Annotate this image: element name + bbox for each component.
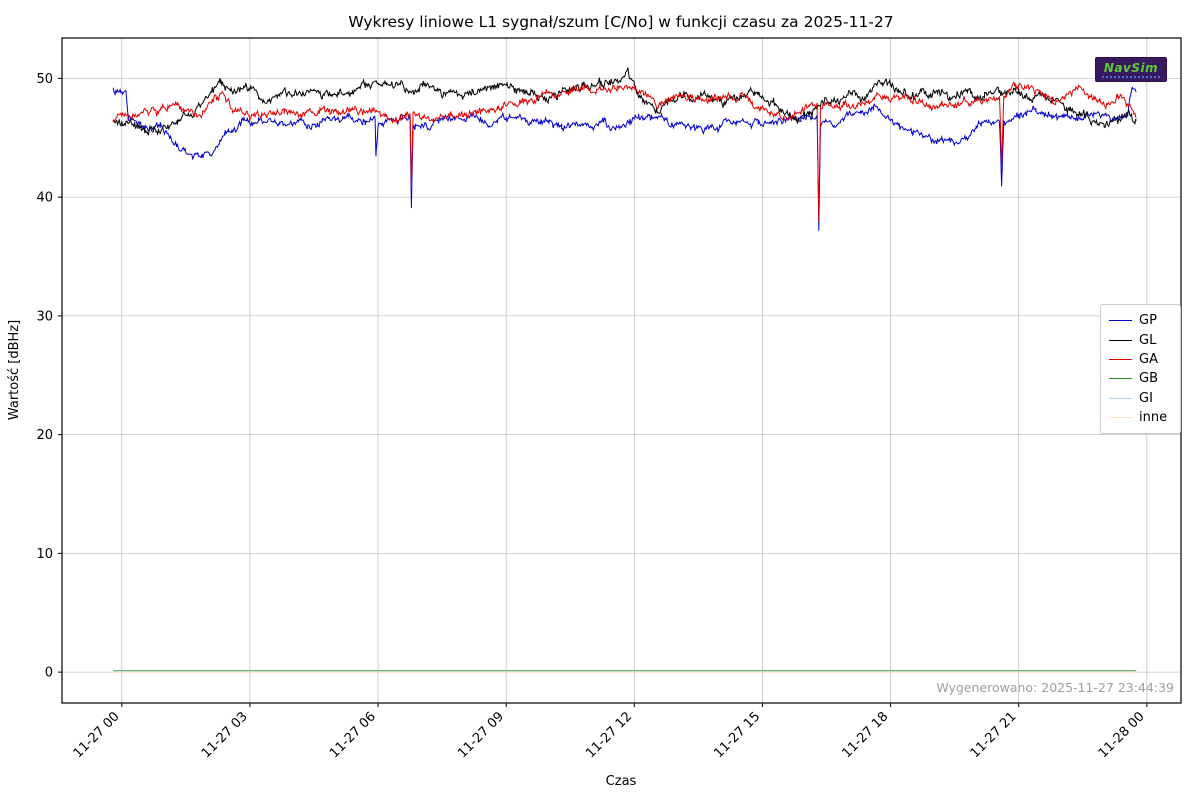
legend-line-sample (1109, 378, 1132, 380)
legend-line-sample (1109, 320, 1132, 322)
legend-entry-inne: inne (1109, 408, 1180, 427)
x-tick-label: 11-27 09 (455, 709, 507, 761)
y-axis-label: Wartość [dBHz] (7, 320, 22, 420)
x-tick-label: 11-27 15 (711, 709, 763, 761)
x-axis-label: Czas (606, 774, 637, 789)
generated-timestamp: Wygenerowano: 2025-11-27 23:44:39 (936, 680, 1174, 695)
chart-title: Wykresy liniowe L1 sygnał/szum [C/No] w … (348, 13, 893, 31)
y-tick-label: 10 (36, 547, 53, 562)
y-tick-label: 30 (36, 309, 53, 324)
legend-entry-GL: GL (1109, 330, 1180, 349)
series-layer (112, 67, 1137, 673)
logo-text: NavSim (1103, 60, 1159, 75)
plot-border (61, 37, 1182, 704)
x-tick-label: 11-27 00 (71, 709, 123, 761)
logo-tagline-strip (1102, 75, 1160, 78)
legend-label: GA (1139, 351, 1158, 367)
series-line-GP (112, 86, 1137, 231)
y-tick-label: 0 (45, 666, 53, 681)
legend-line-sample (1109, 397, 1132, 399)
x-tick-label: 11-27 18 (839, 709, 891, 761)
navsim-logo: NavSim (1095, 57, 1167, 82)
legend-label: GI (1139, 390, 1153, 406)
legend-line-sample (1109, 417, 1132, 419)
y-tick-label: 40 (36, 191, 53, 206)
legend-label: inne (1139, 410, 1168, 426)
series-line-GA (112, 81, 1137, 222)
legend-label: GP (1139, 313, 1157, 329)
legend-entry-GB: GB (1109, 369, 1180, 388)
tick-layer: 0 10 20 30 40 50 11-27 00 11-27 03 11-27 06 11-27… (36, 72, 1147, 761)
x-tick-label: 11-27 12 (583, 709, 635, 761)
grid-layer (62, 38, 1181, 703)
chart-legend: GP GL GA GB GI inne (1100, 304, 1181, 435)
y-tick-label: 20 (36, 428, 53, 443)
legend-line-sample (1109, 339, 1132, 341)
y-tick-label: 50 (36, 72, 53, 87)
legend-label: GB (1139, 371, 1158, 387)
x-tick-label: 11-28 00 (1096, 709, 1148, 761)
legend-label: GL (1139, 332, 1157, 348)
legend-entry-GA: GA (1109, 350, 1180, 369)
series-line-GL (112, 67, 1137, 136)
legend-entry-GI: GI (1109, 389, 1180, 408)
x-tick-label: 11-27 06 (327, 709, 379, 761)
x-tick-label: 11-27 03 (199, 709, 251, 761)
legend-entry-GP: GP (1109, 311, 1180, 330)
legend-line-sample (1109, 358, 1132, 360)
x-tick-label: 11-27 21 (968, 709, 1020, 761)
